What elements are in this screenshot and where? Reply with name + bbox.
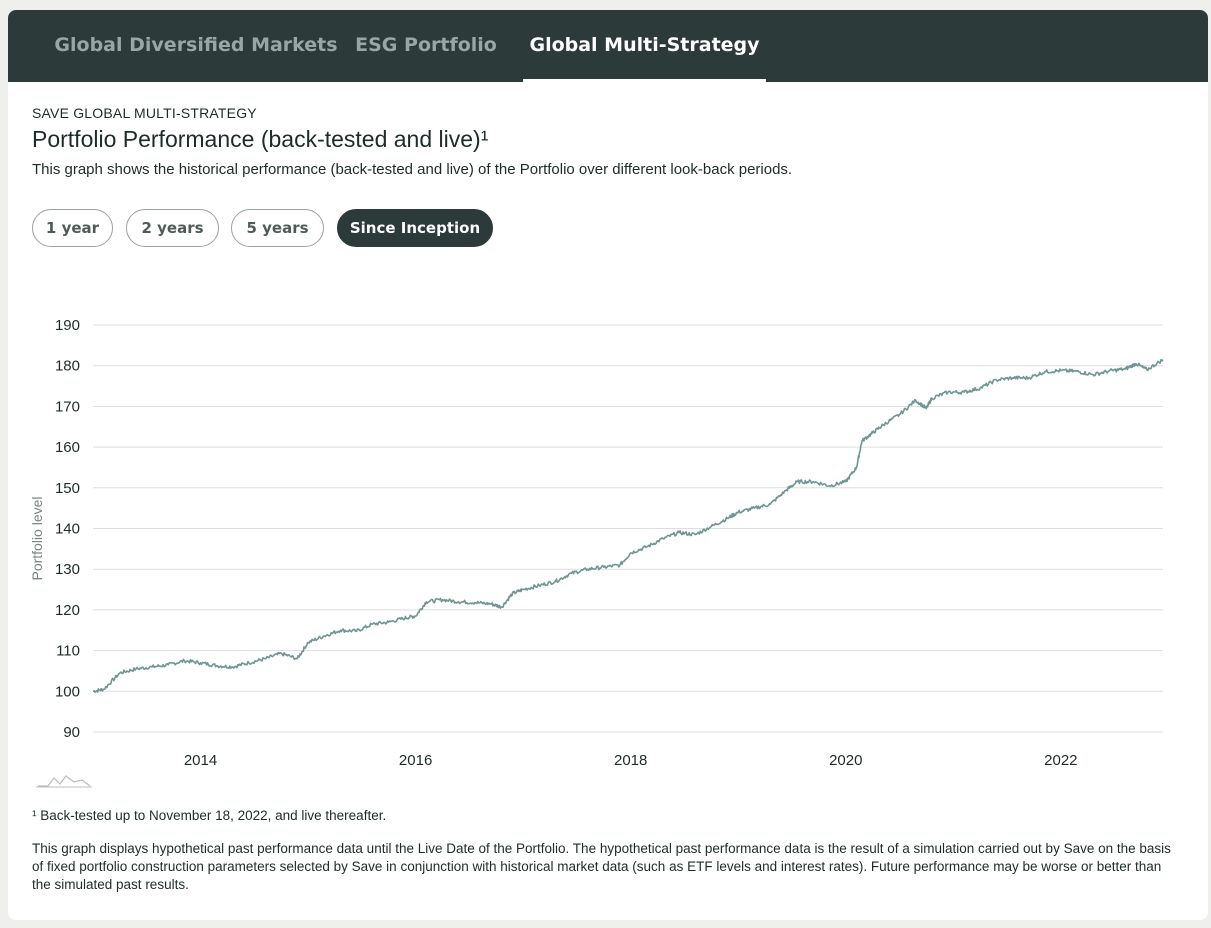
tab-global-diversified-markets[interactable]: Global Diversified Markets bbox=[54, 34, 338, 56]
y-tick-label: 140 bbox=[55, 521, 80, 538]
performance-card: Global Diversified Markets ESG Portfolio… bbox=[8, 10, 1208, 920]
disclaimer-text: This graph displays hypothetical past pe… bbox=[32, 841, 1171, 892]
y-tick-label: 150 bbox=[55, 480, 80, 497]
y-tick-label: 110 bbox=[56, 643, 80, 660]
period-2-years-button[interactable]: 2 years bbox=[126, 209, 219, 247]
y-tick-label: 160 bbox=[55, 439, 80, 456]
y-tick-label: 90 bbox=[63, 724, 80, 741]
period-since-inception-button[interactable]: Since Inception bbox=[337, 209, 493, 247]
y-tick-label: 130 bbox=[55, 561, 80, 578]
page-subtitle: This graph shows the historical performa… bbox=[32, 161, 793, 178]
tab-esg-portfolio[interactable]: ESG Portfolio bbox=[355, 34, 497, 56]
portfolio-tab-bar: Global Diversified Markets ESG Portfolio… bbox=[8, 10, 1208, 82]
y-tick-label: 190 bbox=[55, 317, 80, 334]
y-tick-label: 120 bbox=[55, 602, 80, 619]
period-1-year-button[interactable]: 1 year bbox=[32, 209, 113, 247]
x-tick-label: 2020 bbox=[829, 752, 862, 769]
section-eyebrow: SAVE GLOBAL MULTI-STRATEGY bbox=[32, 105, 257, 121]
period-5-years-button[interactable]: 5 years bbox=[231, 209, 324, 247]
tab-global-multi-strategy[interactable]: Global Multi-Strategy bbox=[523, 10, 766, 82]
performance-line-chart: 90 100 110 120 130 140 150 160 170 180 190 2014 2016… bbox=[29, 317, 1164, 788]
x-tick-label: 2022 bbox=[1044, 752, 1077, 769]
page-title: Portfolio Performance (back-tested and l… bbox=[32, 126, 489, 152]
y-axis-label: Portfolio level bbox=[29, 496, 45, 580]
y-tick-label: 100 bbox=[55, 683, 80, 700]
x-tick-label: 2018 bbox=[614, 752, 647, 769]
y-tick-label: 170 bbox=[55, 398, 80, 415]
x-tick-label: 2014 bbox=[184, 752, 217, 769]
series-line bbox=[92, 358, 1164, 694]
y-tick-label: 180 bbox=[55, 358, 80, 375]
footnote-back-tested: ¹ Back-tested up to November 18, 2022, a… bbox=[32, 808, 387, 823]
range-navigator-sparkline bbox=[38, 775, 91, 787]
x-tick-label: 2016 bbox=[399, 752, 432, 769]
